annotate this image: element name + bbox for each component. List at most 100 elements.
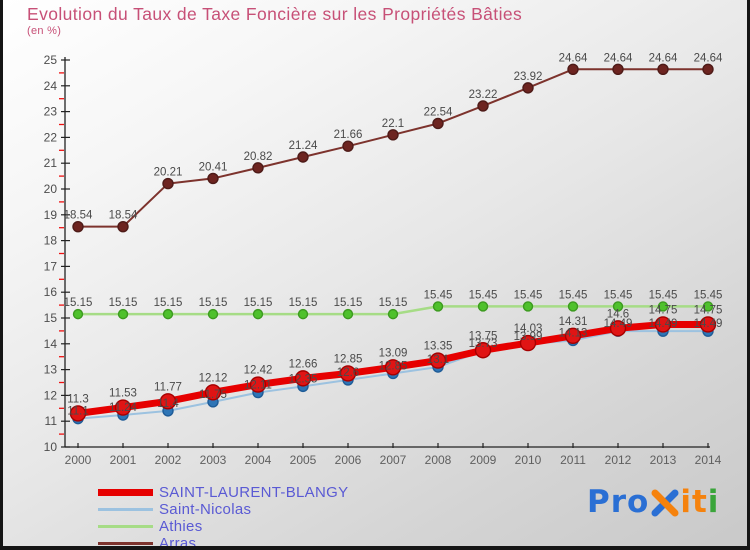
svg-text:11.24: 11.24 [109,402,138,414]
data-point [564,327,582,345]
svg-text:14.13: 14.13 [559,327,588,339]
data-point [612,63,624,75]
svg-text:2000: 2000 [65,453,92,467]
svg-text:21: 21 [44,156,58,170]
svg-text:16: 16 [44,285,58,299]
data-point [159,393,177,410]
svg-text:2012: 2012 [605,453,632,467]
logo-text: i [707,483,720,520]
legend-swatch [98,525,153,528]
svg-text:24: 24 [44,79,58,93]
svg-text:2003: 2003 [200,453,227,467]
data-point [609,320,627,337]
data-point [69,405,87,422]
data-point [702,63,714,75]
svg-text:2011: 2011 [560,453,586,467]
data-point [339,365,357,382]
legend-item: Saint-Nicolas [98,501,348,518]
svg-text:14.49: 14.49 [694,318,723,330]
data-point [117,220,129,233]
svg-text:20: 20 [44,182,58,196]
svg-text:14: 14 [44,337,58,351]
svg-text:2009: 2009 [470,453,497,467]
svg-text:2008: 2008 [425,453,452,467]
axes [64,57,710,448]
data-point [297,151,309,163]
labels-Arras: 18.54 18.54 20.21 20.41 20.82 21.24 21.66 22.1 2… [64,52,723,221]
data-point [519,334,537,352]
svg-text:15.45: 15.45 [694,289,723,301]
data-point [387,308,399,320]
data-point [72,220,84,233]
svg-text:15.45: 15.45 [604,289,633,301]
svg-text:12.85: 12.85 [334,353,363,365]
svg-text:2014: 2014 [695,453,722,467]
svg-text:22.1: 22.1 [382,118,404,130]
svg-text:14.49: 14.49 [604,318,633,330]
svg-text:11: 11 [45,414,58,428]
svg-text:2001: 2001 [110,453,137,467]
legend-swatch [98,542,153,545]
svg-text:15.45: 15.45 [559,289,588,301]
svg-text:22.54: 22.54 [424,106,453,118]
legend-item: Arras [98,535,348,550]
svg-text:13: 13 [44,363,58,377]
svg-text:15.15: 15.15 [199,297,228,309]
svg-text:23: 23 [44,105,58,119]
svg-text:20.82: 20.82 [244,151,273,163]
svg-text:14.6: 14.6 [607,308,629,320]
svg-text:23.92: 23.92 [514,71,543,83]
svg-text:2010: 2010 [515,453,542,467]
data-point [249,376,267,393]
data-point [297,308,309,320]
svg-text:15.15: 15.15 [109,297,138,309]
svg-text:10: 10 [44,440,58,454]
logo-text: it [680,483,708,520]
data-point [162,308,174,320]
svg-text:11.77: 11.77 [154,381,182,393]
legend-label: Athies [159,518,203,535]
data-point [72,308,84,320]
svg-text:11.4: 11.4 [157,398,179,410]
data-point [252,162,264,174]
svg-text:15.15: 15.15 [379,297,408,309]
data-point [342,308,354,320]
data-point [612,301,624,312]
data-point [432,301,444,312]
data-point [204,384,222,401]
data-point [294,370,312,387]
svg-text:13.73: 13.73 [469,338,498,350]
data-point [432,117,444,130]
svg-text:2007: 2007 [380,453,407,467]
svg-text:15.45: 15.45 [424,289,453,301]
svg-text:23.22: 23.22 [469,89,498,101]
proxiti-x-icon [651,489,679,517]
legend-label: Arras [159,535,197,550]
svg-text:12.42: 12.42 [244,365,273,377]
y-axis: 10 11 12 13 14 15 16 17 18 19 20 21 22 23 24 25 [44,53,70,454]
svg-text:11.3: 11.3 [67,393,89,405]
chart-title: Evolution du Taux de Taxe Foncière sur l… [27,4,523,24]
svg-text:12.11: 12.11 [244,380,272,392]
svg-text:12.12: 12.12 [199,372,228,384]
data-point [654,316,672,333]
svg-text:15.15: 15.15 [289,297,318,309]
svg-text:2006: 2006 [335,453,362,467]
data-point [114,399,132,416]
svg-text:15.15: 15.15 [334,297,363,309]
data-point [207,172,219,185]
svg-text:13.75: 13.75 [469,330,498,342]
series-SAINT-LAURENT-BLANGY [69,316,717,422]
series-Athies [72,301,714,320]
legend-swatch [98,508,153,511]
legend-swatch [98,489,153,496]
data-point [657,63,669,75]
svg-text:12.6: 12.6 [337,367,359,379]
data-point [477,100,489,112]
proxiti-logo: Pro it i [587,486,719,518]
series-Arras [72,63,714,233]
data-point [567,63,579,75]
svg-text:15.45: 15.45 [649,289,678,301]
